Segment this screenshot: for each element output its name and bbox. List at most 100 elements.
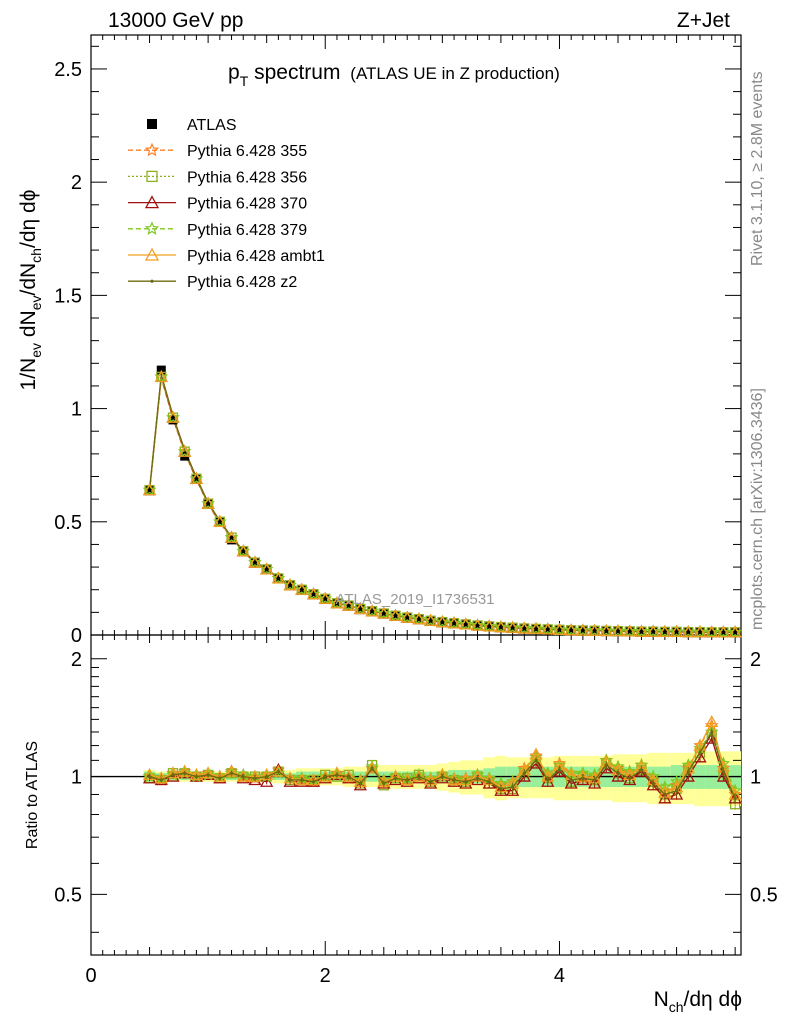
series-point-5: [482, 619, 496, 632]
series-point-5: [342, 598, 356, 611]
ratio-tick-label-left: 0.5: [54, 884, 82, 906]
series-point-4: [306, 587, 321, 600]
ratio-point-6: [686, 769, 690, 774]
rivet-label: Rivet 3.1.10, ≥ 2.8M events: [749, 71, 766, 266]
analysis-watermark: ATLAS_2019_I1736531: [335, 591, 494, 608]
ratio-point-6: [265, 774, 269, 779]
atlas-point: [496, 622, 506, 632]
atlas-point: [262, 564, 272, 574]
legend-marker: [144, 195, 160, 209]
atlas-point: [215, 517, 225, 527]
legend-label: Pythia 6.428 356: [187, 169, 307, 186]
y-axis-label-main: 1/Nev dNev/dNch/dη dϕ: [17, 190, 44, 391]
header-right: Z+Jet: [677, 9, 730, 32]
ratio-point-6: [229, 771, 234, 775]
series-point-4: [400, 610, 414, 624]
series-point-4: [365, 604, 379, 617]
atlas-point: [285, 580, 295, 590]
ratio-point-6: [194, 774, 199, 779]
atlas-point: [145, 485, 155, 495]
series-point-5: [634, 624, 649, 637]
y-tick-label: 2.5: [54, 59, 82, 81]
ratio-point-6: [733, 796, 737, 800]
series-point-4: [142, 483, 157, 496]
series-point-4: [716, 625, 731, 638]
ratio-point-6: [511, 785, 515, 789]
series-point-4: [704, 625, 719, 638]
series-point-5: [529, 622, 543, 635]
ratio-point-5: [705, 714, 719, 727]
mcplots-label: mcplots.cern.ch [arXiv:1306.3436]: [749, 388, 766, 630]
main-series: [142, 365, 742, 638]
series-point-4: [458, 617, 473, 631]
atlas-point: [391, 611, 401, 621]
atlas-point: [250, 558, 260, 568]
atlas-point: [203, 499, 213, 509]
legend-marker: [144, 221, 160, 235]
series-point-5: [295, 582, 309, 595]
ratio-point-6: [698, 751, 702, 755]
series-point-5: [588, 623, 602, 636]
ratio-point-5: [201, 766, 215, 779]
series-point-4: [587, 623, 602, 637]
atlas-point: [566, 625, 576, 635]
ratio-point-5: [365, 761, 379, 774]
ratio-point-6: [405, 778, 409, 782]
title-main: p: [228, 61, 240, 84]
atlas-point: [273, 573, 283, 583]
series-point-5: [377, 606, 391, 619]
atlas-point: [344, 601, 354, 611]
ratio-point-6: [417, 774, 421, 779]
series-point-4: [178, 444, 192, 458]
atlas-point: [519, 623, 529, 633]
series-point-5: [552, 622, 567, 635]
series-point-5: [494, 620, 508, 633]
series-point-5: [564, 623, 578, 636]
ratio-point-6: [288, 778, 292, 782]
series-point-4: [529, 621, 543, 635]
legend-label: ATLAS: [187, 117, 237, 134]
series-point-4: [681, 625, 695, 638]
series-point-5: [435, 615, 449, 628]
ratio-point-5: [260, 768, 274, 781]
series-point-5: [142, 483, 157, 496]
ratio-point-6: [171, 773, 175, 777]
y-tick-label: 2: [71, 172, 82, 194]
ratio-point-5: [248, 769, 262, 782]
series-point-4: [494, 620, 508, 633]
series-point-5: [424, 613, 438, 626]
series-point-5: [517, 621, 531, 634]
ratio-point-6: [218, 776, 222, 780]
atlas-point: [449, 618, 459, 628]
y-tick-label: 1: [71, 399, 82, 421]
atlas-point: [332, 598, 342, 608]
ratio-point-3: [506, 783, 520, 796]
series-point-5: [248, 555, 262, 568]
legend-marker: [147, 119, 157, 129]
ratio-point-5: [189, 768, 204, 781]
series-point-4: [669, 624, 684, 638]
series-point-4: [283, 578, 297, 591]
series-point-5: [166, 410, 180, 423]
atlas-point: [730, 627, 740, 637]
series-point-5: [716, 625, 731, 638]
series-point-5: [388, 608, 403, 621]
series-point-5: [412, 612, 426, 625]
ratio-point-6: [464, 780, 468, 784]
atlas-point: [309, 589, 319, 599]
atlas-point: [554, 625, 564, 635]
ratio-point-6: [183, 771, 187, 775]
atlas-point: [379, 608, 389, 618]
atlas-point: [660, 627, 670, 637]
atlas-point: [636, 627, 646, 637]
ratio-point-6: [593, 778, 597, 782]
ratio-point-5: [271, 764, 285, 777]
atlas-point: [625, 626, 635, 636]
series-point-5: [447, 616, 461, 629]
ratio-point-6: [276, 769, 280, 774]
series-point-4: [611, 624, 625, 637]
atlas-point: [578, 625, 588, 635]
series-point-4: [224, 530, 239, 544]
atlas-point: [508, 623, 518, 633]
series-point-4: [388, 608, 403, 622]
